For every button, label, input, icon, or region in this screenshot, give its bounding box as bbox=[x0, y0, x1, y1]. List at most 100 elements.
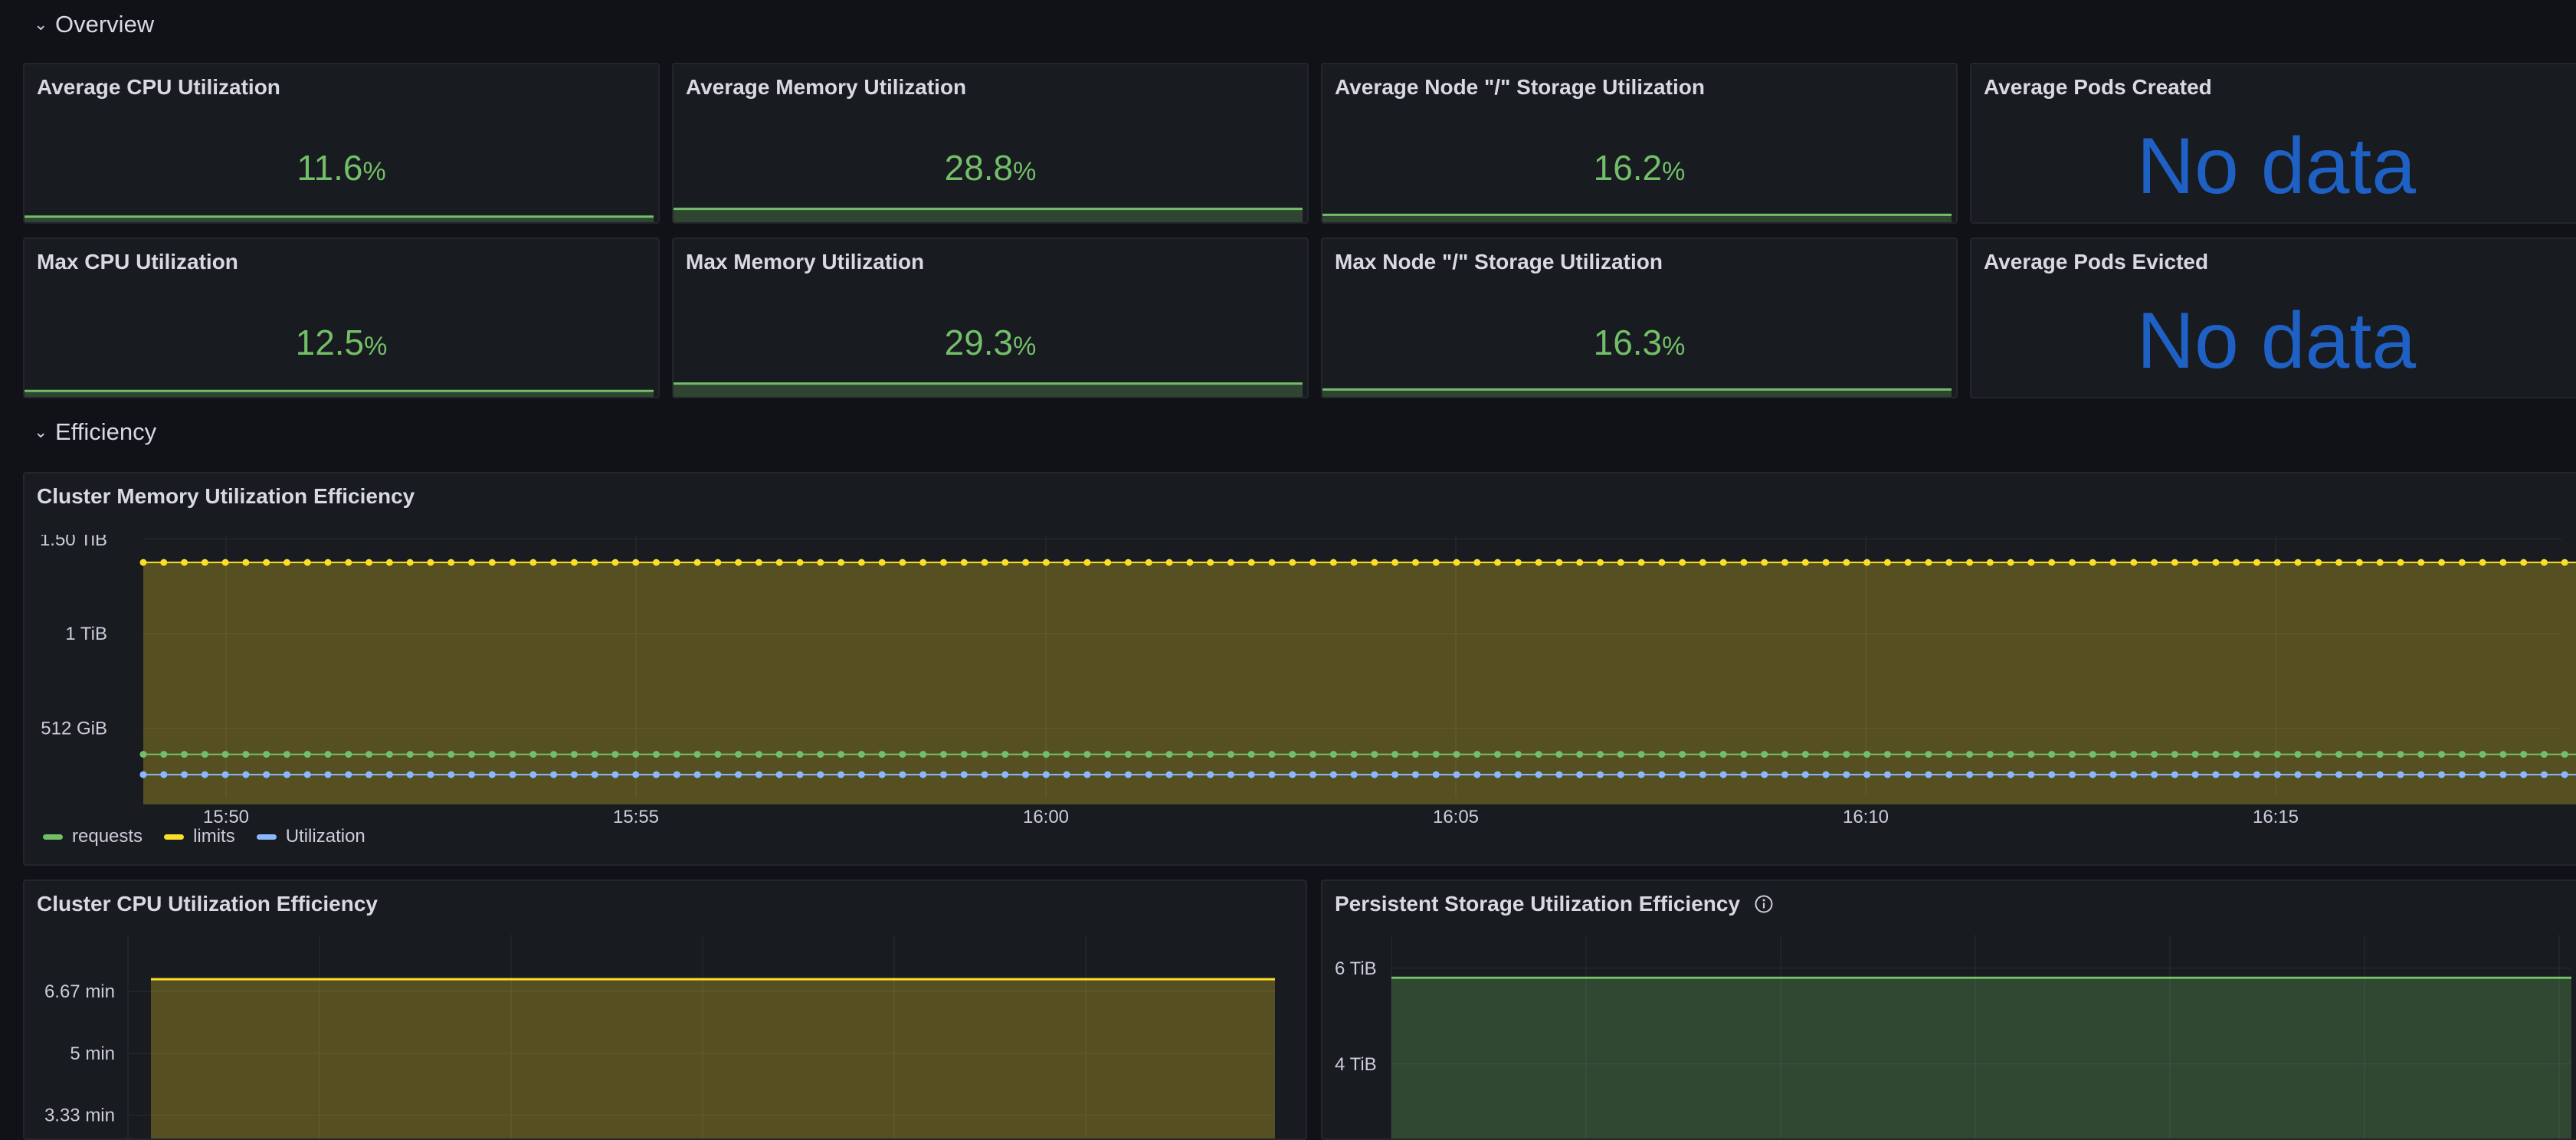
data-point-requests bbox=[2438, 751, 2446, 758]
data-point-requests bbox=[406, 751, 414, 758]
data-point-utilization bbox=[2171, 771, 2178, 778]
data-point-requests bbox=[693, 751, 701, 758]
data-point-utilization bbox=[1042, 771, 1050, 778]
data-point-requests bbox=[775, 751, 783, 758]
stat-unit: % bbox=[362, 157, 386, 186]
data-point-utilization bbox=[2212, 771, 2220, 778]
stat-number: 12.5 bbox=[295, 323, 365, 362]
legend-item-limits[interactable]: limits bbox=[164, 826, 235, 847]
data-point-requests bbox=[899, 751, 906, 758]
data-point-limits bbox=[345, 559, 352, 566]
data-point-limits bbox=[693, 559, 701, 566]
data-point-requests bbox=[1863, 751, 1871, 758]
data-point-utilization bbox=[1309, 771, 1317, 778]
sparkline-area bbox=[673, 383, 1303, 397]
data-point-utilization bbox=[755, 771, 762, 778]
data-point-utilization bbox=[1145, 771, 1152, 778]
y-tick-label: 6 TiB bbox=[1335, 958, 1377, 979]
data-point-utilization bbox=[1596, 771, 1604, 778]
y-tick-label: 4 TiB bbox=[1335, 1054, 1377, 1075]
data-point-requests bbox=[2212, 751, 2220, 758]
data-point-utilization bbox=[2068, 771, 2076, 778]
data-point-limits bbox=[324, 559, 332, 566]
storage-chart[interactable]: 4 TiB 6 TiB bbox=[1322, 935, 2576, 1140]
data-point-utilization bbox=[2007, 771, 2014, 778]
stat-panel[interactable]: Average Pods Evicted No data bbox=[1970, 238, 2576, 398]
stat-panel[interactable]: Average Node "/" Storage Utilization 16.2… bbox=[1321, 63, 1958, 224]
data-point-requests bbox=[345, 751, 352, 758]
data-point-limits bbox=[181, 559, 188, 566]
data-point-limits bbox=[2540, 559, 2548, 566]
cpu-chart[interactable]: 3.33 min 5 min 6.67 min bbox=[25, 935, 1307, 1140]
sparkline bbox=[1322, 388, 1952, 397]
legend-label: requests bbox=[72, 826, 143, 847]
stat-value: 12.5% bbox=[25, 322, 658, 363]
legend-item-requests[interactable]: requests bbox=[43, 826, 143, 847]
data-point-utilization bbox=[1966, 771, 1974, 778]
data-point-requests bbox=[427, 751, 434, 758]
data-point-requests bbox=[1658, 751, 1666, 758]
stat-panel[interactable]: Max Node "/" Storage Utilization 16.3% bbox=[1321, 238, 1958, 398]
data-point-utilization bbox=[1227, 771, 1234, 778]
data-point-limits bbox=[1473, 559, 1481, 566]
data-point-utilization bbox=[139, 771, 147, 778]
stat-panel[interactable]: Average Pods Created No data bbox=[1970, 63, 2576, 224]
stat-panel[interactable]: Average Memory Utilization 28.8% bbox=[672, 63, 1309, 224]
legend-label: limits bbox=[193, 826, 235, 847]
data-point-requests bbox=[324, 751, 332, 758]
stat-panel[interactable]: Max CPU Utilization 12.5% bbox=[23, 238, 660, 398]
data-point-limits bbox=[385, 559, 393, 566]
data-point-limits bbox=[1637, 559, 1645, 566]
data-point-requests bbox=[1904, 751, 1912, 758]
stat-value: 28.8% bbox=[673, 147, 1307, 188]
stat-panel[interactable]: Average CPU Utilization 11.6% bbox=[23, 63, 660, 224]
cpu-efficiency-panel[interactable]: Cluster CPU Utilization Efficiency 3.33 … bbox=[23, 880, 1307, 1140]
data-point-requests bbox=[2479, 751, 2486, 758]
data-point-limits bbox=[755, 559, 762, 566]
data-point-requests bbox=[1411, 751, 1419, 758]
data-point-utilization bbox=[1453, 771, 1460, 778]
data-point-requests bbox=[1350, 751, 1358, 758]
data-point-utilization bbox=[283, 771, 290, 778]
data-point-utilization bbox=[1207, 771, 1214, 778]
row-header-efficiency[interactable]: ⌄ Efficiency bbox=[34, 418, 156, 446]
storage-efficiency-panel[interactable]: Persistent Storage Utilization Efficienc… bbox=[1321, 880, 2576, 1140]
row-header-overview[interactable]: ⌄ Overview bbox=[34, 11, 154, 38]
row-title: Efficiency bbox=[55, 418, 157, 445]
data-point-limits bbox=[1679, 559, 1686, 566]
memory-chart[interactable]: 512 GiB 1 TiB 1.50 TiB 15:50 15:55 16:00 16:05… bbox=[25, 535, 2576, 864]
stat-panel[interactable]: Max Memory Utilization 29.3% bbox=[672, 238, 1309, 398]
data-point-utilization bbox=[2417, 771, 2425, 778]
data-point-requests bbox=[160, 751, 168, 758]
data-point-utilization bbox=[509, 771, 516, 778]
sparkline-area bbox=[1322, 389, 1952, 397]
data-point-limits bbox=[714, 559, 722, 566]
data-point-limits bbox=[1904, 559, 1912, 566]
data-point-requests bbox=[2417, 751, 2425, 758]
data-point-limits bbox=[1966, 559, 1974, 566]
data-point-limits bbox=[1658, 559, 1666, 566]
data-point-requests bbox=[488, 751, 496, 758]
stat-title: Average Pods Created bbox=[1984, 75, 2212, 99]
data-point-utilization bbox=[2376, 771, 2384, 778]
memory-efficiency-panel[interactable]: Cluster Memory Utilization Efficiency 51… bbox=[23, 472, 2576, 866]
data-point-utilization bbox=[2315, 771, 2322, 778]
data-point-requests bbox=[714, 751, 722, 758]
data-point-requests bbox=[2151, 751, 2158, 758]
data-point-utilization bbox=[981, 771, 988, 778]
data-point-limits bbox=[221, 559, 229, 566]
info-circle-icon[interactable] bbox=[1754, 894, 1774, 914]
stat-title: Average CPU Utilization bbox=[37, 75, 280, 99]
data-point-limits bbox=[1576, 559, 1584, 566]
data-point-utilization bbox=[447, 771, 455, 778]
data-point-requests bbox=[1042, 751, 1050, 758]
y-tick-label: 5 min bbox=[70, 1043, 115, 1064]
data-point-requests bbox=[1309, 751, 1317, 758]
legend-item-utilization[interactable]: Utilization bbox=[256, 826, 365, 847]
data-point-requests bbox=[2130, 751, 2138, 758]
panel-title-text: Persistent Storage Utilization Efficienc… bbox=[1335, 892, 1741, 916]
legend-swatch bbox=[164, 834, 185, 840]
data-point-requests bbox=[591, 751, 598, 758]
data-point-limits bbox=[550, 559, 558, 566]
data-point-utilization bbox=[2335, 771, 2343, 778]
